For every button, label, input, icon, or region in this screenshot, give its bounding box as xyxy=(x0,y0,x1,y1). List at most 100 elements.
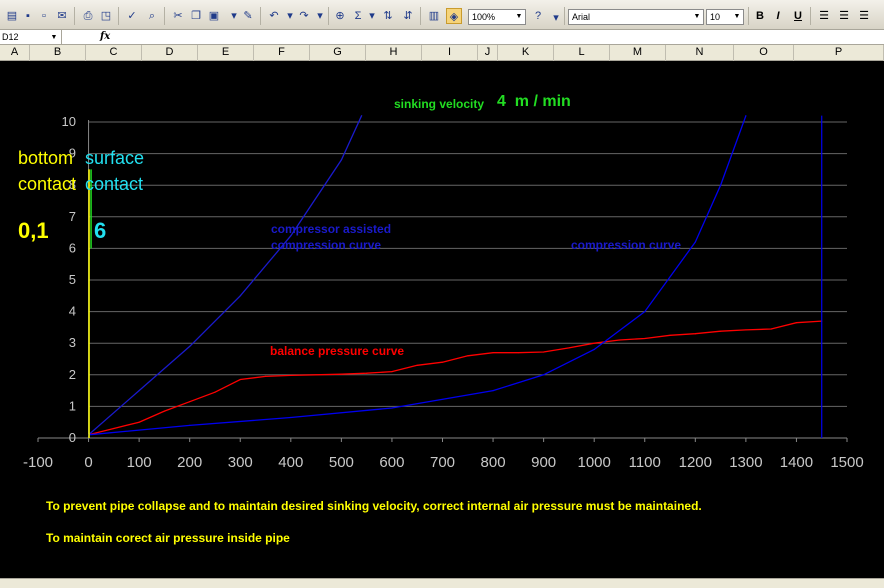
column-header[interactable]: L xyxy=(554,45,610,61)
y-tick-label: 6 xyxy=(69,240,76,255)
zoom-select[interactable]: 100% ▼ xyxy=(468,9,526,25)
paste-icon[interactable]: ▣ xyxy=(208,10,220,22)
toolbar-options-icon[interactable]: ▾ xyxy=(553,12,559,24)
column-header[interactable]: G xyxy=(310,45,366,61)
bottom-contact-label: bottom contact xyxy=(18,148,77,194)
column-header[interactable]: I xyxy=(422,45,478,61)
spelling-icon[interactable]: ✓ xyxy=(127,10,137,22)
research-icon[interactable]: ⌕ xyxy=(148,10,156,22)
data-point xyxy=(138,390,140,392)
x-tick-label: 400 xyxy=(278,454,303,471)
column-header[interactable]: J xyxy=(478,45,498,61)
autosum-icon[interactable]: Σ xyxy=(354,10,362,22)
redo-icon[interactable]: ↷ xyxy=(299,10,309,22)
function-icon[interactable]: fx xyxy=(100,31,111,42)
data-point xyxy=(745,115,747,117)
column-header[interactable]: B xyxy=(30,45,86,61)
y-tick-label: 3 xyxy=(69,335,76,350)
undo-icon[interactable]: ↶ xyxy=(269,10,279,22)
data-point xyxy=(618,339,621,341)
toolbar-separator xyxy=(164,7,165,25)
dropdown-arrow-icon[interactable]: ▾ xyxy=(231,10,237,22)
drawing-icon[interactable]: ◈ xyxy=(446,8,462,24)
data-point xyxy=(264,375,267,377)
cut-icon[interactable]: ✂ xyxy=(173,10,183,22)
align-left-icon[interactable]: ☰ xyxy=(819,10,829,22)
x-tick-label: 800 xyxy=(481,454,506,471)
underline-button[interactable]: U xyxy=(794,10,802,22)
column-header[interactable]: O xyxy=(734,45,794,61)
column-header[interactable]: A xyxy=(0,45,30,61)
bottom-contact-value: 0,1 xyxy=(18,218,49,243)
align-center-icon[interactable]: ☰ xyxy=(839,10,849,22)
permission-icon[interactable]: ▫ xyxy=(42,10,46,22)
data-point xyxy=(543,374,545,376)
help-icon[interactable]: ? xyxy=(534,10,542,22)
zoom-value: 100% xyxy=(472,12,496,22)
column-header[interactable]: F xyxy=(254,45,310,61)
font-size-value: 10 xyxy=(710,12,721,22)
chart-area[interactable]: 0 1 2 3 4 5 6 7 8 9 10 -100 0 100 200 300 400 500 600 700 80… xyxy=(0,61,884,578)
balance-pressure-curve-line xyxy=(88,320,822,436)
print-icon[interactable]: ⎙ xyxy=(83,10,93,22)
chart: 0 1 2 3 4 5 6 7 8 9 10 -100 0 100 200 300 400 500 600 700 80… xyxy=(23,114,864,471)
y-tick-label: 4 xyxy=(69,304,76,319)
data-point xyxy=(593,342,595,344)
sort-descending-icon[interactable]: ⇵ xyxy=(403,10,413,22)
data-point xyxy=(340,159,342,161)
font-name-select[interactable]: Arial ▼ xyxy=(568,9,704,25)
copy-icon[interactable]: ❐ xyxy=(191,10,201,22)
column-header[interactable]: M xyxy=(610,45,666,61)
save-icon[interactable]: ▪ xyxy=(26,10,30,22)
italic-button[interactable]: I xyxy=(776,10,780,22)
column-header[interactable]: D xyxy=(142,45,198,61)
data-point xyxy=(315,374,317,376)
hyperlink-icon[interactable]: ⊕ xyxy=(335,10,345,22)
dropdown-arrow-icon[interactable]: ▾ xyxy=(369,10,375,22)
toolbar-separator xyxy=(260,7,261,25)
data-point xyxy=(745,329,747,331)
column-header[interactable]: C xyxy=(86,45,142,61)
data-point xyxy=(441,361,444,363)
data-point xyxy=(239,295,241,297)
dropdown-arrow-icon[interactable]: ▾ xyxy=(317,10,323,22)
data-point xyxy=(361,115,363,117)
compressor-assisted-label: compressor assisted compression curve xyxy=(271,222,392,252)
font-size-select[interactable]: 10 ▼ xyxy=(706,9,744,25)
tick-labels: 0 1 2 3 4 5 6 7 8 9 10 -100 0 100 200 300 400 500 600 700 80… xyxy=(23,114,864,471)
name-box-value: D12 xyxy=(2,32,19,42)
toolbar-separator xyxy=(564,7,565,25)
column-header[interactable]: P xyxy=(794,45,884,61)
column-header[interactable]: E xyxy=(198,45,254,61)
name-box[interactable]: D12 xyxy=(0,30,62,45)
data-point xyxy=(770,328,772,330)
email-icon[interactable]: ✉ xyxy=(57,10,67,22)
column-header[interactable]: K xyxy=(498,45,554,61)
note-pipe-collapse: To prevent pipe collapse and to maintain… xyxy=(46,499,702,513)
data-point xyxy=(214,391,216,393)
bold-button[interactable]: B xyxy=(756,10,764,22)
x-tick-label: -100 xyxy=(23,454,53,471)
column-header[interactable]: H xyxy=(366,45,422,61)
sort-ascending-icon[interactable]: ⇅ xyxy=(383,10,393,22)
print-preview-icon[interactable]: ◳ xyxy=(100,10,112,22)
data-point xyxy=(719,184,722,186)
format-painter-icon[interactable]: ✎ xyxy=(243,10,253,22)
toolbar-separator xyxy=(810,7,811,25)
data-point xyxy=(694,333,696,335)
toolbar-separator xyxy=(118,7,119,25)
x-tick-label: 500 xyxy=(329,454,354,471)
open-icon[interactable]: ▤ xyxy=(6,10,18,22)
chevron-down-icon[interactable]: ▼ xyxy=(50,34,58,41)
column-header[interactable]: N xyxy=(666,45,734,61)
align-right-icon[interactable]: ☰ xyxy=(859,10,869,22)
data-point xyxy=(416,364,418,366)
data-point xyxy=(239,378,241,381)
data-point xyxy=(593,348,595,351)
data-point xyxy=(138,421,140,423)
sheet-tabs[interactable] xyxy=(0,578,884,588)
dropdown-arrow-icon[interactable]: ▾ xyxy=(287,10,293,22)
font-name-value: Arial xyxy=(572,12,591,22)
chart-wizard-icon[interactable]: ▥ xyxy=(428,10,440,22)
